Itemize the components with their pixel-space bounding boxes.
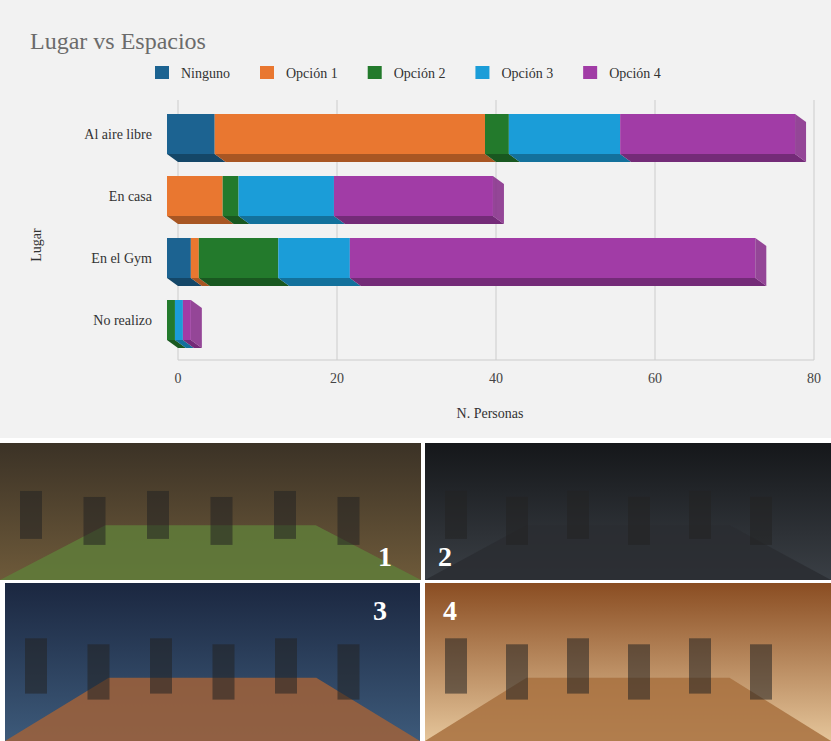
grid-line	[814, 100, 815, 360]
legend-label: Opción 2	[394, 66, 446, 81]
legend-label: Opción 4	[609, 66, 661, 81]
figure: Lugar vs Espacios Ninguno Opción 1 Opción 2…	[0, 0, 831, 741]
bar	[175, 300, 183, 340]
bar	[167, 238, 191, 278]
photo-equipment	[445, 638, 467, 693]
bar-depth	[334, 216, 504, 224]
photo-panel: 2	[425, 443, 831, 580]
photo-label: 1	[378, 541, 392, 572]
tick-label: 60	[648, 371, 662, 386]
bar-side	[191, 300, 202, 348]
photo-equipment	[338, 644, 360, 699]
tick-label: 80	[807, 371, 821, 386]
photo-equipment	[275, 638, 297, 693]
legend-swatch	[368, 66, 382, 79]
photo-background	[5, 583, 420, 741]
bar	[350, 238, 755, 278]
bar	[485, 114, 509, 154]
bar	[191, 238, 199, 278]
bar	[215, 114, 485, 154]
bar-depth	[167, 216, 234, 224]
photo-label: 4	[443, 595, 457, 626]
photo-equipment	[274, 491, 296, 539]
bar	[334, 176, 493, 216]
bar	[278, 238, 350, 278]
legend-label: Ninguno	[181, 66, 230, 81]
category-label: Al aire libre	[84, 127, 152, 142]
photo-equipment	[20, 491, 42, 539]
photo-equipment	[25, 638, 47, 693]
photo-equipment	[445, 491, 467, 539]
tick-label: 20	[330, 371, 344, 386]
legend-swatch	[475, 66, 489, 79]
photo-equipment	[567, 491, 589, 539]
category-label: En casa	[109, 189, 153, 204]
photo-equipment	[567, 638, 589, 693]
photo-equipment	[750, 644, 772, 699]
photo-equipment	[88, 644, 110, 699]
photo-panel: 1	[0, 443, 421, 580]
bar-side	[493, 176, 504, 224]
photo-equipment	[628, 497, 650, 545]
bar	[239, 176, 334, 216]
photo-background	[425, 443, 831, 580]
legend-label: Opción 3	[501, 66, 553, 81]
photo-equipment	[689, 491, 711, 539]
bar-depth	[620, 154, 806, 162]
bar	[509, 114, 620, 154]
photo-equipment	[750, 497, 772, 545]
photo-equipment	[147, 491, 169, 539]
photo-equipment	[213, 644, 235, 699]
bar-depth	[278, 278, 361, 286]
bar-depth	[350, 278, 766, 286]
y-axis-title: Lugar	[29, 228, 44, 262]
bars	[167, 114, 806, 348]
bar-depth	[509, 154, 631, 162]
photo-equipment	[506, 497, 528, 545]
legend-swatch	[260, 66, 274, 79]
bar-side	[795, 114, 806, 162]
bar	[199, 238, 278, 278]
x-axis-line	[178, 360, 814, 361]
bar	[167, 114, 215, 154]
bar	[167, 176, 223, 216]
bar	[167, 300, 175, 340]
bar	[183, 300, 191, 340]
bar-depth	[199, 278, 289, 286]
tick-label: 0	[175, 371, 182, 386]
bar	[223, 176, 239, 216]
photo-background	[0, 443, 421, 580]
x-axis-title: N. Personas	[457, 406, 524, 421]
legend-swatch	[583, 66, 597, 79]
photo-equipment	[150, 638, 172, 693]
photo-equipment	[84, 497, 106, 545]
photo-equipment	[211, 497, 233, 545]
bar-side	[755, 238, 766, 286]
photo-equipment	[628, 644, 650, 699]
photo-panel: 4	[425, 583, 831, 741]
tick-label: 40	[489, 371, 503, 386]
bar-depth	[239, 216, 345, 224]
photo-background	[425, 583, 831, 741]
photo-label: 3	[373, 595, 387, 626]
bar	[620, 114, 795, 154]
chart-title: Lugar vs Espacios	[30, 28, 206, 54]
legend-label: Opción 1	[286, 66, 338, 81]
photo-equipment	[338, 497, 360, 545]
category-label: No realizo	[93, 313, 152, 328]
photo-equipment	[689, 638, 711, 693]
photo-panel: 3	[5, 583, 420, 741]
photo-equipment	[506, 644, 528, 699]
chart-background	[0, 0, 831, 438]
category-label: En el Gym	[91, 251, 152, 266]
photo-label: 2	[438, 541, 452, 572]
bar-depth	[215, 154, 496, 162]
legend-swatch	[155, 66, 169, 79]
